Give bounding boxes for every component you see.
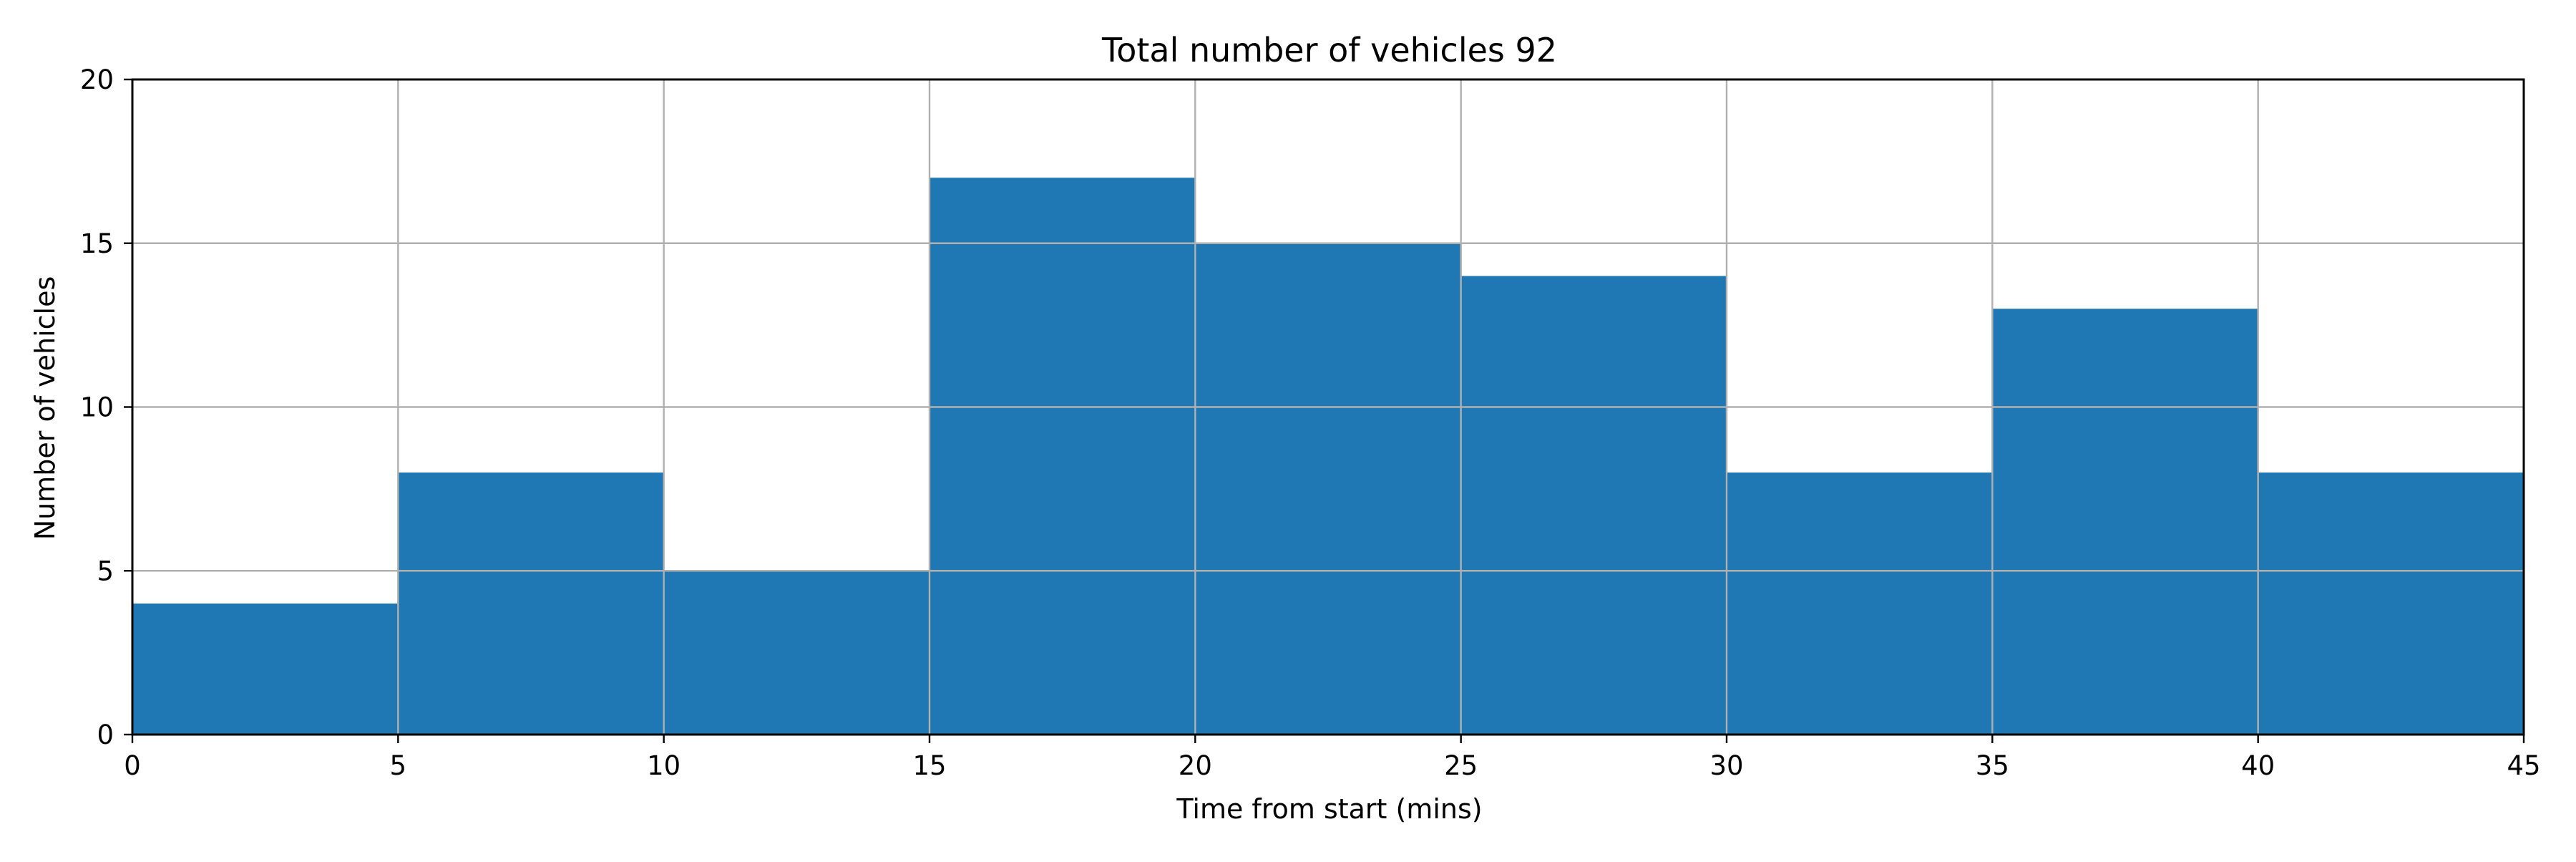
x-tick-label: 20	[1179, 750, 1212, 781]
x-tick-label: 0	[124, 750, 141, 781]
histogram-bar	[663, 571, 930, 735]
x-tick-label: 25	[1444, 750, 1478, 781]
x-tick-label: 30	[1709, 750, 1743, 781]
y-tick-label: 5	[97, 556, 114, 586]
bars-layer	[132, 178, 2524, 735]
histogram-bar	[1460, 276, 1727, 735]
x-axis-label: Time from start (mins)	[1176, 793, 1482, 825]
y-axis-label: Number of vehicles	[29, 276, 61, 541]
y-tick-label: 10	[80, 392, 114, 423]
x-tick-label: 40	[2241, 750, 2275, 781]
y-tick-label: 20	[80, 64, 114, 95]
axes-layer: 0 5 10 15 20 25 30 35 40 45 0 5 10 15 20	[80, 64, 2541, 781]
histogram-bar	[2258, 473, 2524, 735]
histogram-bar	[1727, 473, 1993, 735]
x-tick-label: 35	[1976, 750, 2009, 781]
histogram-bar	[930, 178, 1196, 735]
x-tick-label: 10	[647, 750, 680, 781]
histogram-bar	[1992, 309, 2258, 735]
x-tick-label: 15	[912, 750, 946, 781]
histogram-bar	[398, 473, 664, 735]
y-tick-label: 15	[80, 228, 114, 259]
x-tick-label: 5	[390, 750, 407, 781]
x-tick-label: 45	[2507, 750, 2540, 781]
histogram-bar	[1195, 243, 1461, 735]
y-tick-label: 0	[97, 720, 114, 750]
chart-title: Total number of vehicles 92	[1101, 31, 1557, 69]
histogram-bar	[132, 604, 399, 735]
